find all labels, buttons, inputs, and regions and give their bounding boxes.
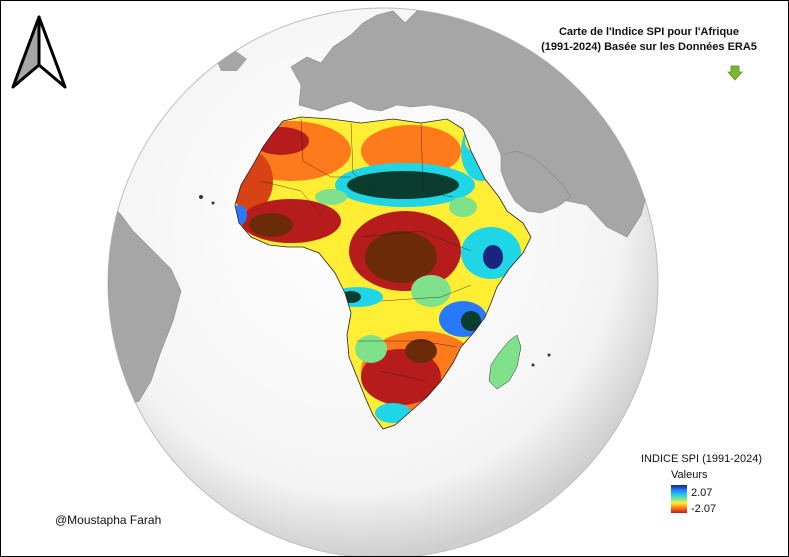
- legend-max-value: 2.07: [691, 487, 713, 499]
- legend-min-value: -2.07: [691, 503, 717, 515]
- map-title-line2: (1991-2024) Basée sur les Données ERA5: [541, 41, 757, 53]
- madagascar-land: [488, 334, 522, 390]
- legend-color-ramp: [671, 485, 687, 513]
- island: [211, 201, 215, 205]
- north-arrow-icon: [11, 15, 67, 89]
- legend-title: INDICE SPI (1991-2024): [641, 453, 763, 465]
- legend-subtitle: Valeurs: [671, 469, 708, 481]
- country-borders: [260, 118, 472, 382]
- green-down-arrow-icon: [727, 65, 743, 81]
- arabia-land: [500, 150, 572, 214]
- africa-outline: [234, 116, 532, 430]
- island: [547, 353, 551, 357]
- map-title: Carte de l'Indice SPI pour l'Afrique (19…: [529, 25, 769, 55]
- author-credit: @Moustapha Farah: [55, 513, 162, 527]
- island: [531, 363, 535, 367]
- map-title-line1: Carte de l'Indice SPI pour l'Afrique: [558, 26, 740, 38]
- island: [199, 195, 203, 199]
